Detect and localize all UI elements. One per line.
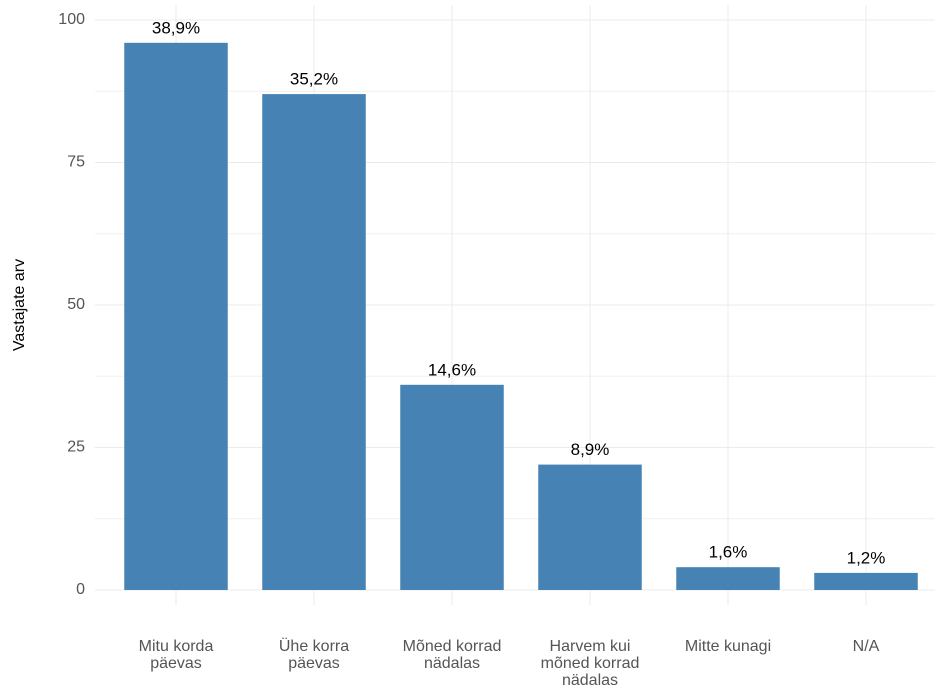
bar xyxy=(814,572,918,590)
x-tick-label: Mitte kunagi xyxy=(685,638,771,655)
x-tick-label-line: nädalas xyxy=(562,672,618,686)
x-tick-label-line: Mitte kunagi xyxy=(685,638,771,655)
bar-label: 35,2% xyxy=(290,70,338,89)
x-tick-label: N/A xyxy=(853,638,880,655)
x-tick-label-line: nädalas xyxy=(424,655,480,672)
bar xyxy=(676,567,780,590)
y-tick-label: 0 xyxy=(76,581,85,598)
x-tick-label-line: N/A xyxy=(853,638,880,655)
x-tick-label: Ühe korra päevas xyxy=(279,637,349,672)
x-tick-label: Mitu korda päevas xyxy=(139,638,214,672)
bar xyxy=(124,42,228,591)
bar xyxy=(400,384,504,590)
x-tick-label-line: Ühe korra xyxy=(279,637,349,655)
y-axis-title: Vastajate arv xyxy=(11,259,28,351)
x-tick-label-line: päevas xyxy=(288,655,340,672)
x-tick-label-line: Harvem kui xyxy=(550,638,631,655)
y-tick-label: 25 xyxy=(67,439,85,456)
y-tick-label: 75 xyxy=(67,154,85,171)
x-tick-label-line: Mitu korda xyxy=(139,638,214,655)
bar-label: 1,2% xyxy=(847,548,886,567)
y-tick-label: 50 xyxy=(67,296,85,313)
bar-label: 38,9% xyxy=(152,18,200,37)
y-tick-label: 100 xyxy=(58,11,85,28)
bar xyxy=(538,464,642,590)
x-tick-label-line: Mõned korrad xyxy=(403,638,502,655)
x-tick-label: Mõned korrad nädalas xyxy=(403,638,502,672)
bar-label: 14,6% xyxy=(428,360,476,379)
x-tick-label: Harvem kui mõned korrad nädalas xyxy=(541,638,640,686)
bar-label: 1,6% xyxy=(709,543,748,562)
x-tick-label-line: päevas xyxy=(150,655,202,672)
bar-label: 8,9% xyxy=(571,440,610,459)
x-tick-label-line: mõned korrad xyxy=(541,655,640,672)
bar xyxy=(262,94,366,590)
